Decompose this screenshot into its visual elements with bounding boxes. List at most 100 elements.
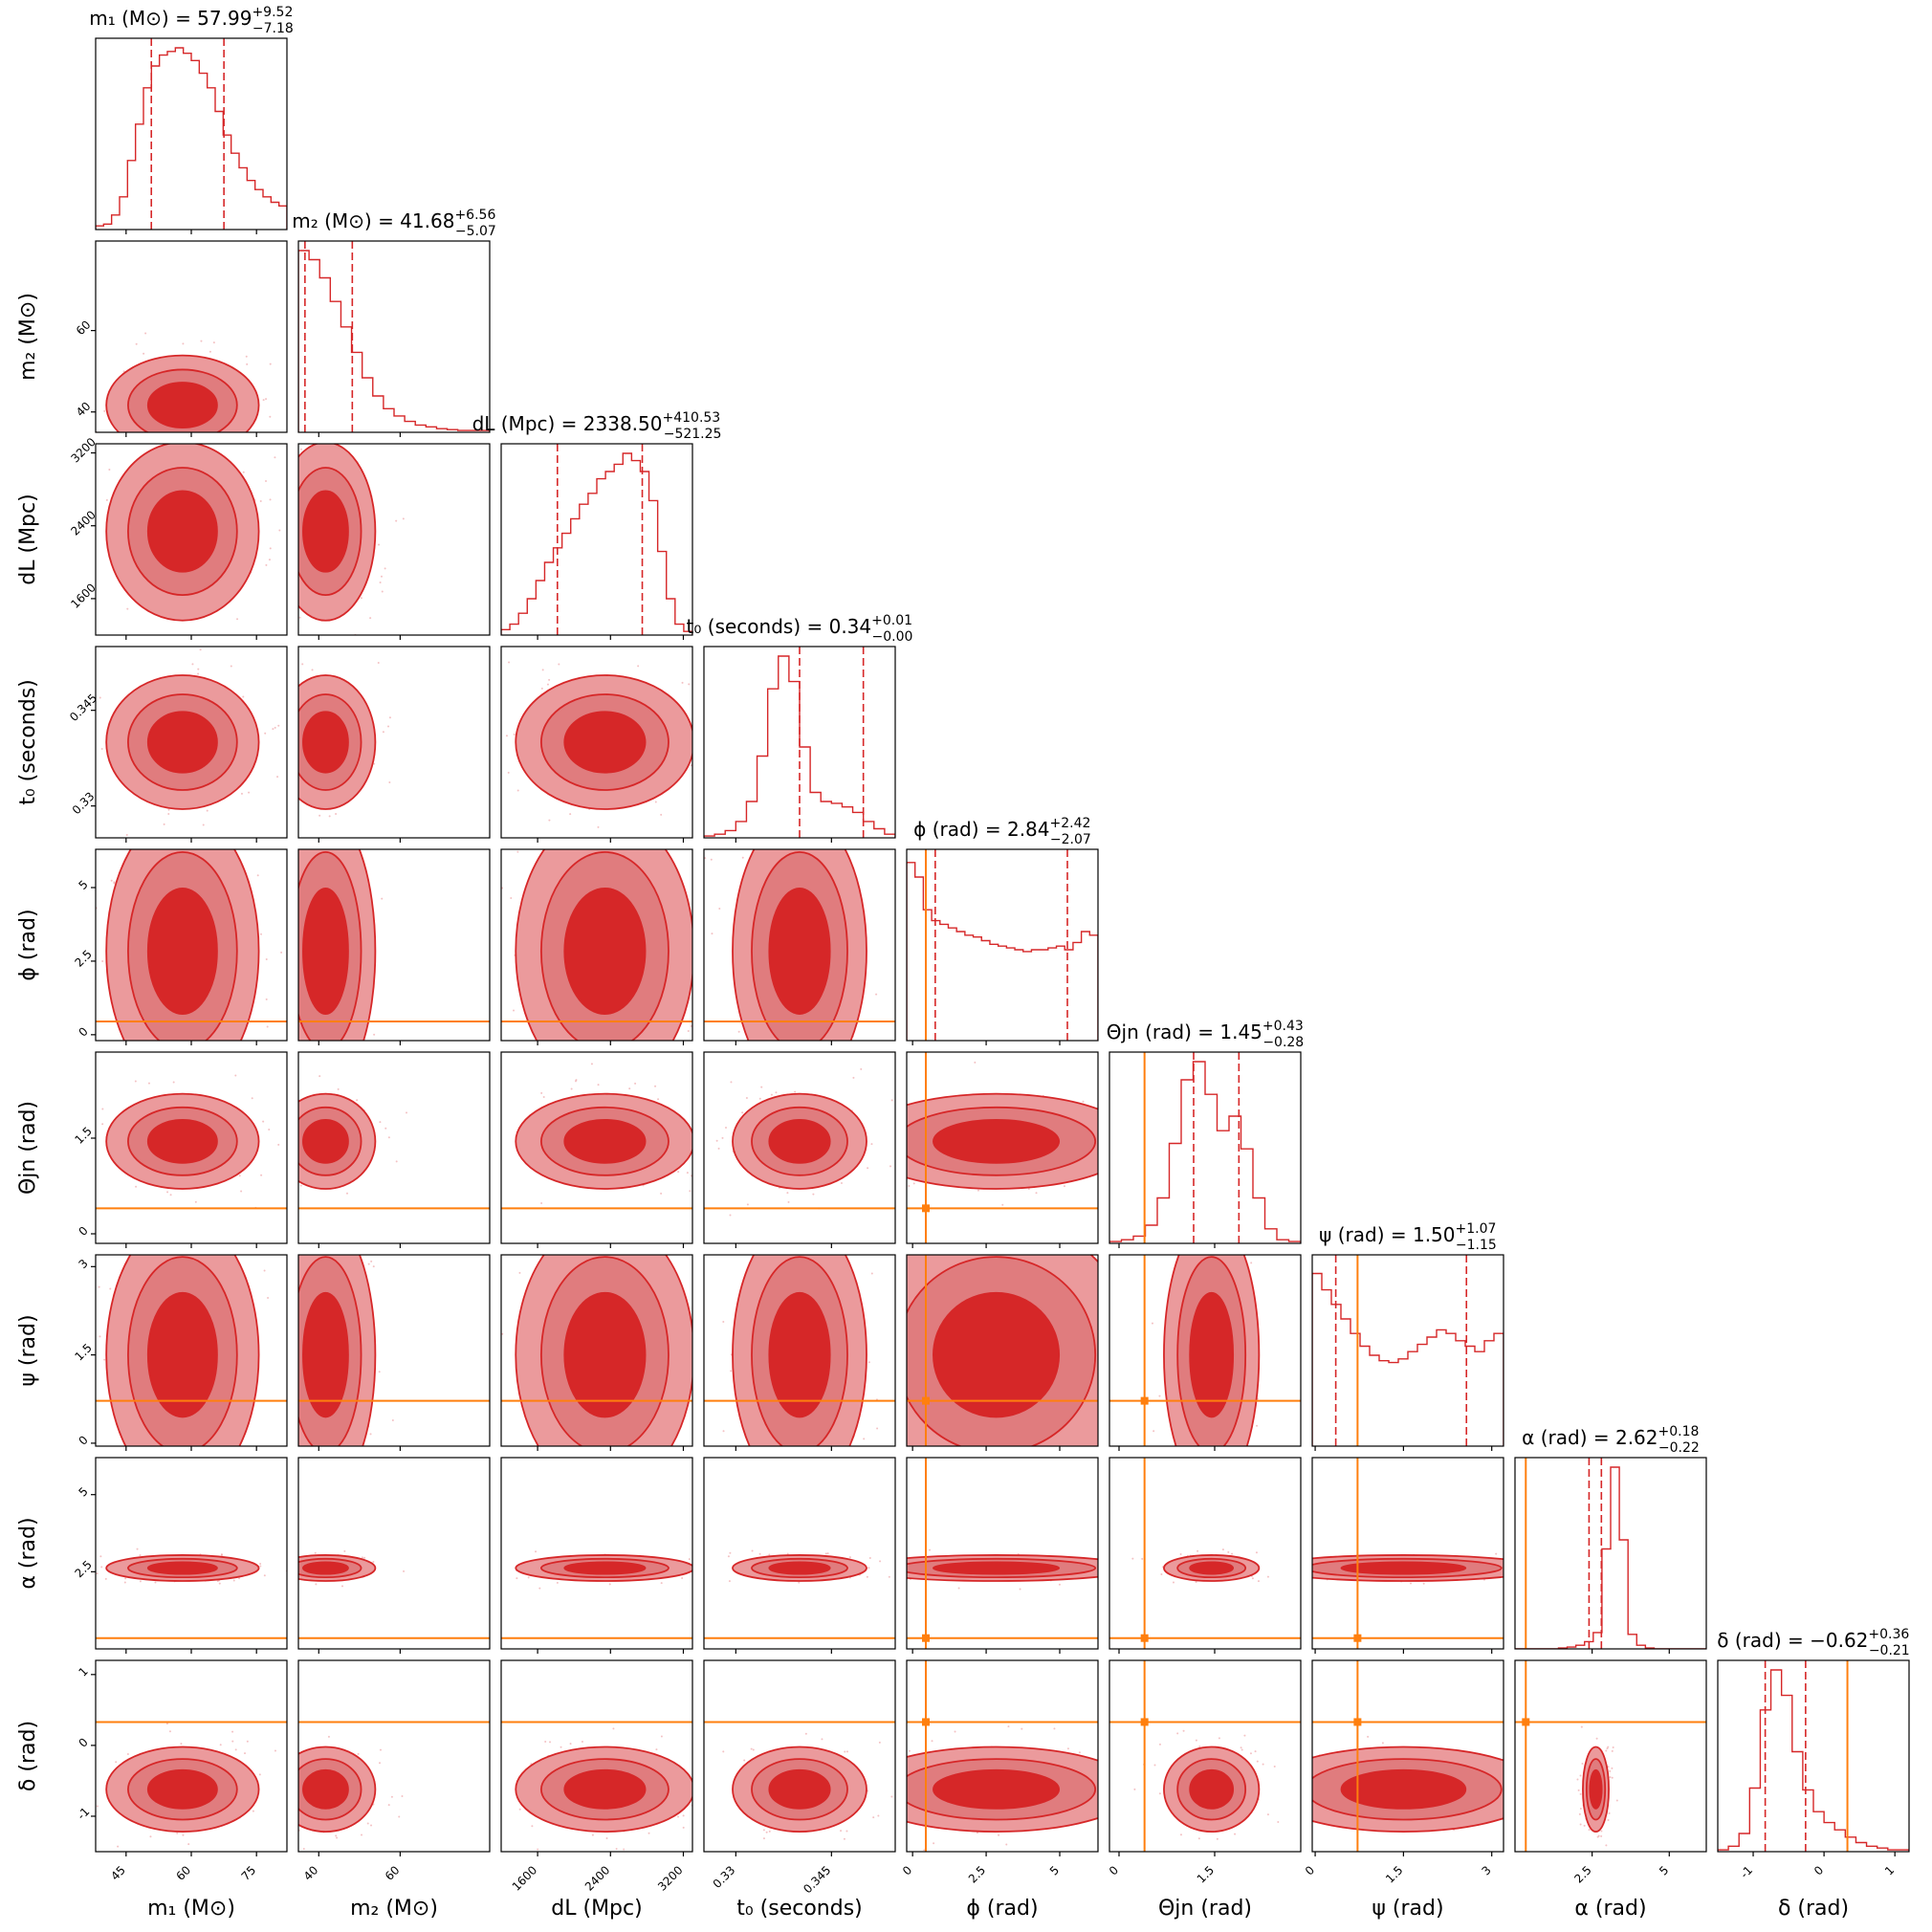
- sample-point: [773, 1249, 775, 1251]
- sample-point: [280, 961, 282, 963]
- sample-point: [699, 878, 701, 880]
- sample-point: [324, 1491, 326, 1493]
- sample-point: [1579, 1792, 1582, 1795]
- sample-point: [642, 1471, 644, 1473]
- sample-point: [109, 1287, 112, 1290]
- sample-point: [366, 1822, 369, 1825]
- sample-point: [754, 834, 756, 836]
- sample-point: [870, 1272, 873, 1275]
- sample-point: [1578, 1812, 1581, 1815]
- sample-point: [370, 1824, 373, 1827]
- sample-point: [840, 1236, 842, 1238]
- sample-point: [1101, 1259, 1103, 1261]
- sample-point: [1153, 1286, 1155, 1288]
- sample-point: [510, 897, 513, 900]
- sample-point: [295, 925, 296, 927]
- sample-point: [695, 1244, 697, 1246]
- sample-point: [379, 1748, 382, 1751]
- sample-point: [265, 398, 268, 401]
- sample-point: [576, 1088, 578, 1090]
- y-tick-label: 0: [77, 1024, 91, 1039]
- panel-frame: [906, 1254, 1099, 1447]
- panel-frame: [297, 848, 491, 1042]
- sample-point: [1605, 1749, 1608, 1752]
- sample-point: [337, 1087, 340, 1090]
- sample-point: [518, 1808, 521, 1811]
- panel-frame: [703, 1051, 896, 1244]
- sample-point: [768, 1465, 770, 1467]
- panel-title-m1: m₁ (M⊙) = 57.99+9.52 −7.18: [89, 5, 294, 36]
- sample-point: [485, 1094, 487, 1096]
- sample-point: [279, 1769, 281, 1771]
- sample-point: [110, 879, 113, 882]
- sample-point: [293, 950, 295, 952]
- sample-point: [357, 635, 359, 637]
- truth-marker: [922, 1204, 930, 1213]
- sample-point: [403, 1570, 406, 1572]
- sample-point: [1295, 1570, 1297, 1571]
- contour-panel-delta-vs-phi: 0 2.5 5 ϕ (rad): [900, 1659, 1099, 1921]
- sample-point: [264, 856, 266, 858]
- sample-point: [693, 962, 695, 964]
- sample-point: [284, 1764, 286, 1766]
- sample-point: [387, 725, 390, 728]
- sample-point: [597, 825, 600, 828]
- contour-inner: [1589, 1768, 1603, 1810]
- contour-inner: [563, 1768, 647, 1810]
- sample-point: [382, 731, 384, 734]
- contour-panel-alpha-vs-dL: [460, 1457, 693, 1654]
- sample-point: [384, 1123, 386, 1125]
- sample-point: [259, 1563, 262, 1566]
- sample-point: [460, 1559, 462, 1561]
- sample-point: [872, 1816, 875, 1819]
- sample-point: [238, 1577, 241, 1580]
- sample-point: [1153, 1430, 1155, 1433]
- sample-point: [688, 683, 691, 686]
- sample-point: [852, 1076, 855, 1079]
- sample-point: [380, 807, 382, 809]
- sample-point: [215, 637, 217, 639]
- sample-point: [294, 1563, 296, 1565]
- sample-point: [180, 1743, 183, 1745]
- sample-point: [100, 747, 103, 750]
- sample-point: [641, 1075, 643, 1077]
- sample-point: [681, 681, 684, 684]
- sample-point: [1612, 1745, 1614, 1748]
- sample-point: [242, 695, 245, 698]
- truth-marker: [1522, 1718, 1530, 1726]
- sample-point: [548, 819, 551, 822]
- sample-point: [591, 1068, 593, 1070]
- sample-point: [271, 1782, 273, 1784]
- sample-point: [1309, 1566, 1311, 1568]
- sample-point: [206, 809, 209, 812]
- y-tick-label: 2.5: [72, 947, 94, 969]
- sample-point: [722, 1147, 724, 1149]
- sample-point: [1206, 1476, 1208, 1478]
- hist-panel-m1: m₁ (M⊙) = 57.99+9.52 −7.18: [89, 5, 294, 234]
- sample-point: [361, 1833, 363, 1836]
- sample-point: [612, 1228, 614, 1230]
- x-tick-label: 0.345: [801, 1863, 833, 1896]
- sample-point: [278, 1841, 280, 1843]
- sample-point: [1198, 1745, 1201, 1748]
- y-tick-label: 40: [74, 400, 94, 420]
- sample-point: [730, 1349, 732, 1350]
- sample-point: [912, 1182, 915, 1185]
- sample-point: [356, 1552, 358, 1554]
- sample-point: [275, 1231, 277, 1233]
- sample-point: [553, 845, 555, 846]
- sample-point: [269, 498, 272, 501]
- y-tick-label: 0: [77, 1433, 91, 1447]
- contour-inner: [146, 1118, 218, 1164]
- sample-point: [990, 1518, 992, 1520]
- histogram-m1: [96, 47, 287, 230]
- sample-point: [870, 1143, 873, 1146]
- sample-point: [1552, 1566, 1554, 1568]
- sample-point: [509, 630, 511, 632]
- histogram-m2: [298, 250, 490, 432]
- sample-point: [1518, 1566, 1520, 1568]
- sample-point: [319, 1083, 321, 1085]
- histogram-dL: [501, 452, 692, 635]
- sample-point: [793, 1240, 795, 1242]
- y-tick-label: 1: [77, 1664, 91, 1679]
